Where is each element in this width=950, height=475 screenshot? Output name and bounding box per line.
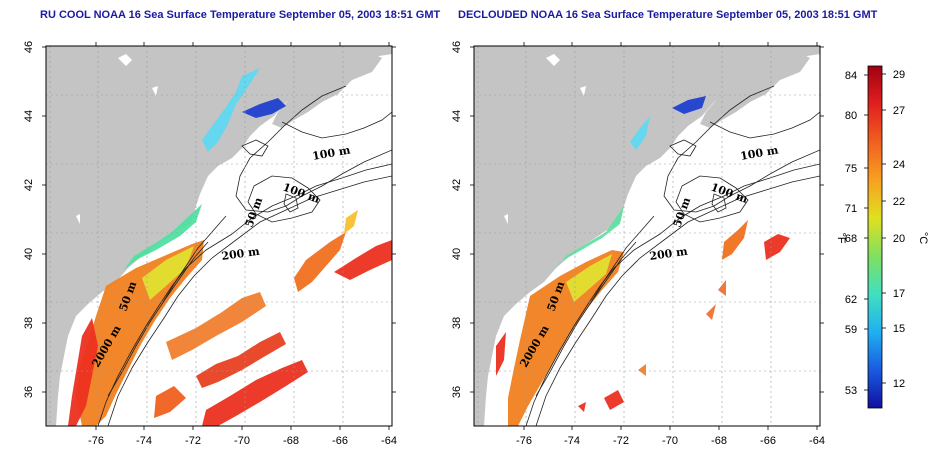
lat-tick-label: 44 [23,110,35,122]
lat-tick-label: 42 [23,179,35,191]
lat-tick-label: 36 [451,386,463,398]
right-map-frame [473,45,821,427]
colorbar-ticks: 84 80 75 71 68 62 59 53 29 27 24 22 20 17 15 12 [845,69,905,397]
lon-tick-label: -66 [332,435,348,447]
celsius-tick-label: 12 [893,378,905,390]
lon-tick-label: -74 [564,435,580,447]
fahrenheit-tick-label: 75 [845,163,857,175]
contour-label: 100 m [311,143,351,163]
fahrenheit-tick-label: 53 [845,385,857,397]
celsius-unit-label: °C [917,232,929,244]
celsius-tick-label: 17 [893,288,905,300]
fahrenheit-tick-label: 84 [845,70,857,82]
lon-tick-label: -74 [136,435,152,447]
right-map-panel: 100 m 100 m 50 m 200 m 50 m 2000 m 36384… [451,41,825,447]
fahrenheit-tick-label: 71 [845,203,857,215]
left-map-title: RU COOL NOAA 16 Sea Surface Temperature … [40,9,441,21]
colorbar-scale [867,65,883,409]
celsius-tick-label: 29 [893,69,905,81]
fahrenheit-tick-label: 59 [845,324,857,336]
contour-label: 200 m [221,245,261,263]
lat-tick-label: 46 [451,41,463,53]
right-axes: 36 38 40 42 44 46 -76 -74 -72 -70 -68 -66 -64 [451,41,825,447]
colorbar: 84 80 75 71 68 62 59 53 29 27 24 22 20 17 15 12 °F °C [835,65,929,409]
lon-tick-label: -68 [711,435,727,447]
celsius-tick-label: 15 [893,323,905,335]
lon-tick-label: -64 [809,435,825,447]
lon-tick-label: -66 [760,435,776,447]
lon-tick-label: -76 [516,435,532,447]
lat-tick-label: 46 [23,41,35,53]
left-map-frame [45,45,393,427]
contour-label: 200 m [649,245,689,263]
lon-tick-label: -70 [662,435,678,447]
lon-tick-label: -72 [613,435,629,447]
lat-tick-label: 40 [23,248,35,260]
celsius-tick-label: 24 [893,159,905,171]
lat-tick-label: 44 [451,110,463,122]
contour-label: 100 m [739,143,779,163]
lat-tick-label: 38 [451,317,463,329]
celsius-tick-label: 22 [893,196,905,208]
right-map-area [474,46,820,426]
lon-tick-label: -70 [234,435,250,447]
fahrenheit-tick-label: 62 [845,294,857,306]
fahrenheit-unit-label: °F [835,232,847,243]
lon-tick-label: -76 [88,435,104,447]
left-map-panel: 100 m 100 m 50 m 200 m 50 m 2000 m 36384… [23,41,397,447]
celsius-tick-label: 27 [893,105,905,117]
right-map-title: DECLOUDED NOAA 16 Sea Surface Temperatur… [458,9,878,21]
lon-tick-label: -72 [185,435,201,447]
contour-label: 100 m [709,181,750,206]
celsius-tick-label: 20 [893,233,905,245]
left-axes: 36 38 40 42 44 46 -76 -74 -72 -70 -68 -66 -64 [23,41,397,447]
lon-tick-label: -68 [283,435,299,447]
lat-tick-label: 42 [451,179,463,191]
fahrenheit-tick-label: 80 [845,110,857,122]
lat-tick-label: 38 [23,317,35,329]
left-map-area [46,46,392,426]
lat-tick-label: 40 [451,248,463,260]
lon-tick-label: -64 [381,435,397,447]
fahrenheit-tick-label: 68 [845,233,857,245]
lat-tick-label: 36 [23,386,35,398]
contour-label: 100 m [281,181,322,206]
